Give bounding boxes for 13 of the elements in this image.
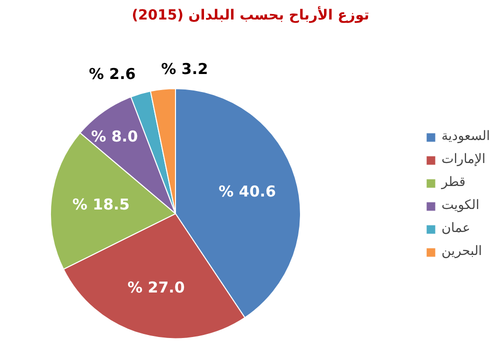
data-label: % 8.0 <box>91 128 138 146</box>
data-label: % 18.5 <box>72 195 130 214</box>
data-label: % 3.2 <box>161 60 208 78</box>
legend-label: السعودية <box>441 129 490 144</box>
data-label: % 27.0 <box>128 278 185 297</box>
legend-label: البحرين <box>441 244 482 259</box>
legend-label: عمان <box>441 221 470 236</box>
legend-label: الإمارات <box>441 152 486 167</box>
chart-title: توزع الأرباح بحسب البلدان (2015) <box>132 6 370 24</box>
legend-label: قطر <box>441 175 466 190</box>
data-label: % 40.6 <box>218 182 276 200</box>
legend-label: الكويت <box>441 198 480 213</box>
data-label: % 2.6 <box>88 64 136 83</box>
